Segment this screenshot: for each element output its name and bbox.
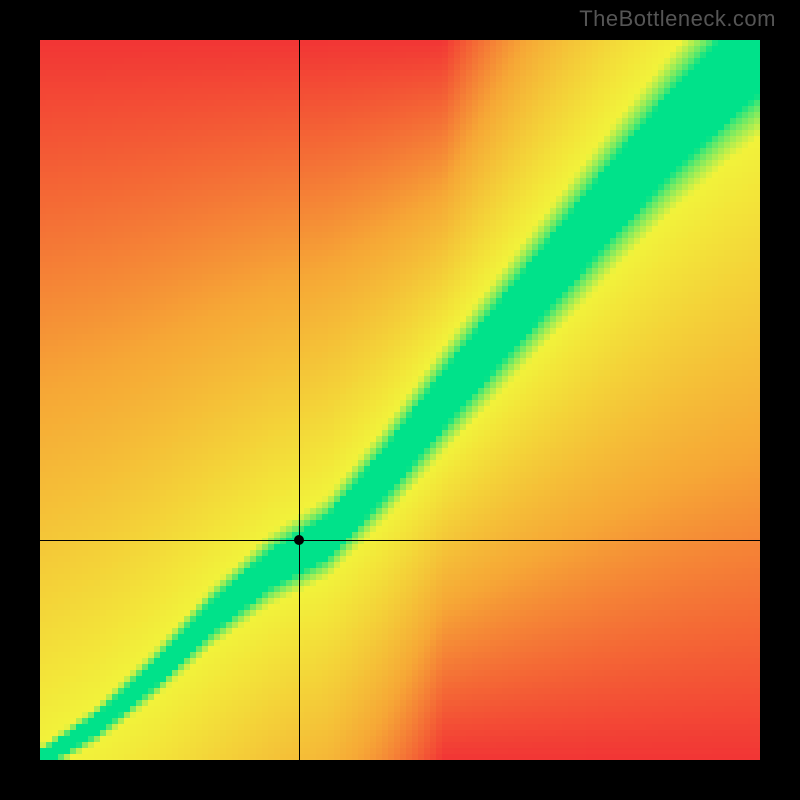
plot-area [40,40,760,760]
chart-container: TheBottleneck.com [0,0,800,800]
heatmap-canvas [40,40,760,760]
crosshair-horizontal [40,540,760,541]
watermark-text: TheBottleneck.com [579,6,776,32]
data-point-marker [294,535,304,545]
crosshair-vertical [299,40,300,760]
